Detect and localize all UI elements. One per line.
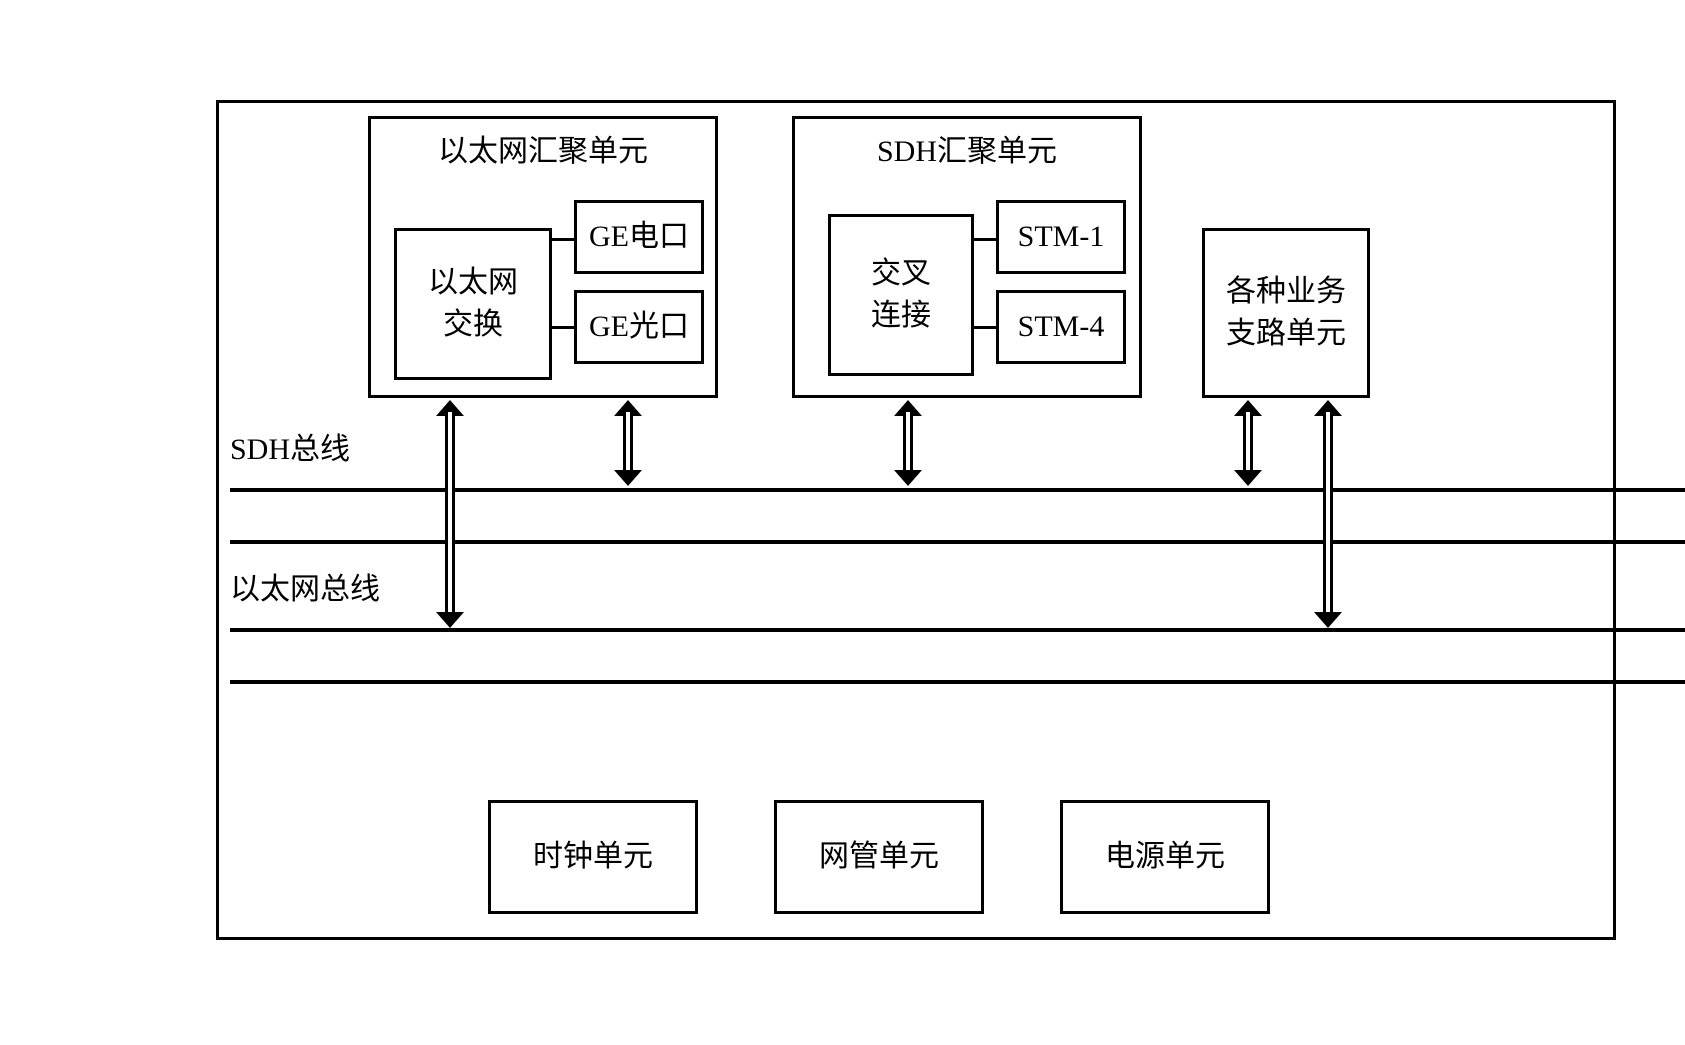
ethernet-bus-line xyxy=(230,680,1685,684)
connector-line xyxy=(552,238,574,241)
ge-electrical-port-box: GE电口 xyxy=(574,200,704,274)
power-unit-box: 电源单元 xyxy=(1060,800,1270,914)
ethernet-agg-title: 以太网汇聚单元 xyxy=(371,131,715,173)
bidirectional-arrow-icon xyxy=(894,400,922,486)
clock-unit-box: 时钟单元 xyxy=(488,800,698,914)
stm4-label: STM-4 xyxy=(1018,306,1105,348)
connector-line xyxy=(974,238,996,241)
stm1-box: STM-1 xyxy=(996,200,1126,274)
ethernet-bus-line xyxy=(230,628,1685,632)
ethernet-bus-label: 以太网总线 xyxy=(230,570,380,609)
cross-connect-box: 交叉连接 xyxy=(828,214,974,376)
network-mgmt-unit-box: 网管单元 xyxy=(774,800,984,914)
power-unit-label: 电源单元 xyxy=(1105,836,1225,878)
sdh-bus-label: SDH总线 xyxy=(230,430,350,469)
stm4-box: STM-4 xyxy=(996,290,1126,364)
ge-electrical-label: GE电口 xyxy=(589,216,689,258)
bidirectional-arrow-icon xyxy=(614,400,642,486)
nms-unit-label: 网管单元 xyxy=(819,836,939,878)
ge-optical-port-box: GE光口 xyxy=(574,290,704,364)
bidirectional-arrow-icon xyxy=(436,400,464,628)
ge-optical-label: GE光口 xyxy=(589,306,689,348)
stm1-label: STM-1 xyxy=(1018,216,1105,258)
cross-connect-label: 交叉连接 xyxy=(871,253,931,337)
bidirectional-arrow-icon xyxy=(1234,400,1262,486)
clock-unit-label: 时钟单元 xyxy=(533,836,653,878)
connector-line xyxy=(552,326,574,329)
bidirectional-arrow-icon xyxy=(1314,400,1342,628)
diagram-canvas: 以太网汇聚单元 以太网交换 GE电口 GE光口 SDH汇聚单元 交叉连接 STM… xyxy=(0,0,1685,1045)
ethernet-switch-box: 以太网交换 xyxy=(394,228,552,380)
ethernet-switch-label: 以太网交换 xyxy=(428,262,518,346)
connector-line xyxy=(974,326,996,329)
sdh-agg-title: SDH汇聚单元 xyxy=(795,131,1139,173)
tributary-unit-box: 各种业务支路单元 xyxy=(1202,228,1370,398)
tributary-label: 各种业务支路单元 xyxy=(1226,271,1346,355)
